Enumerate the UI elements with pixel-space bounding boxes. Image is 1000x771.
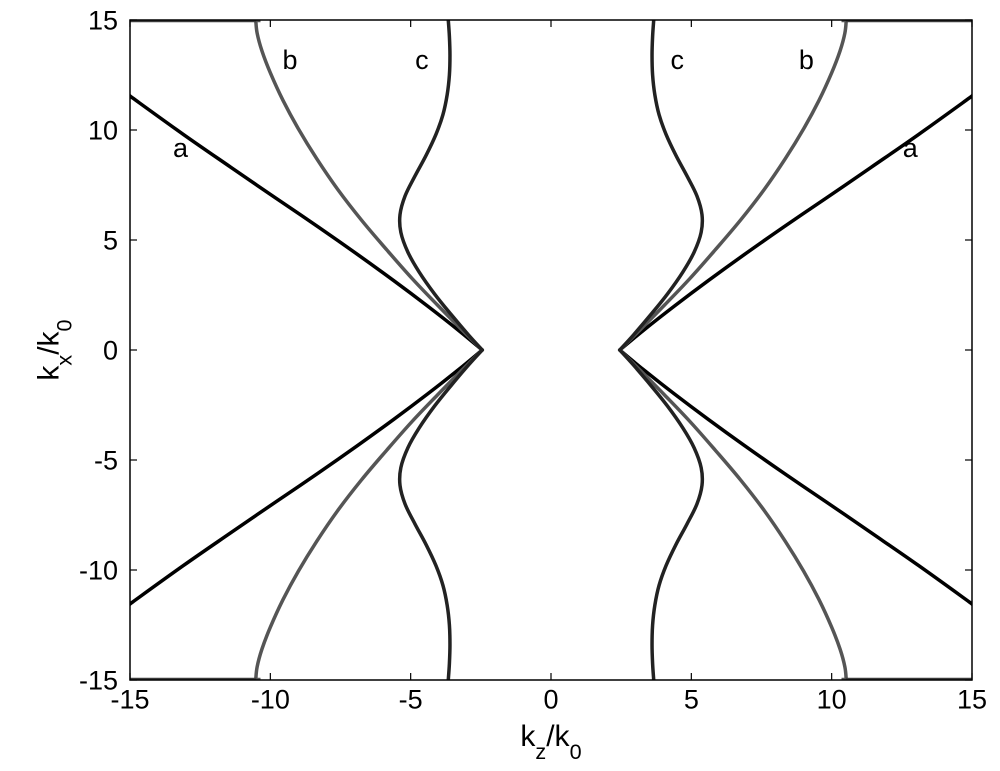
curve-label: b [799, 45, 814, 75]
xtick-label: 5 [684, 684, 699, 714]
curve-label: a [903, 133, 919, 163]
xtick-label: -10 [251, 684, 290, 714]
curve-label: c [415, 45, 429, 75]
ytick-label: 10 [88, 115, 118, 145]
ytick-label: -15 [79, 665, 118, 695]
ytick-label: 15 [88, 5, 118, 35]
curve-label: c [671, 45, 685, 75]
ytick-label: -10 [79, 555, 118, 585]
dispersion-plot: -15-10-5051015-15-10-5051015kz/k0kx/k0ab… [0, 0, 1000, 771]
curve-label: b [282, 45, 297, 75]
ytick-label: -5 [94, 445, 118, 475]
xtick-label: 15 [957, 684, 987, 714]
xtick-label: -5 [399, 684, 423, 714]
xtick-label: 0 [543, 684, 558, 714]
ytick-label: 5 [103, 225, 118, 255]
curve-label: a [173, 133, 189, 163]
ytick-label: 0 [103, 335, 118, 365]
xtick-label: 10 [817, 684, 847, 714]
